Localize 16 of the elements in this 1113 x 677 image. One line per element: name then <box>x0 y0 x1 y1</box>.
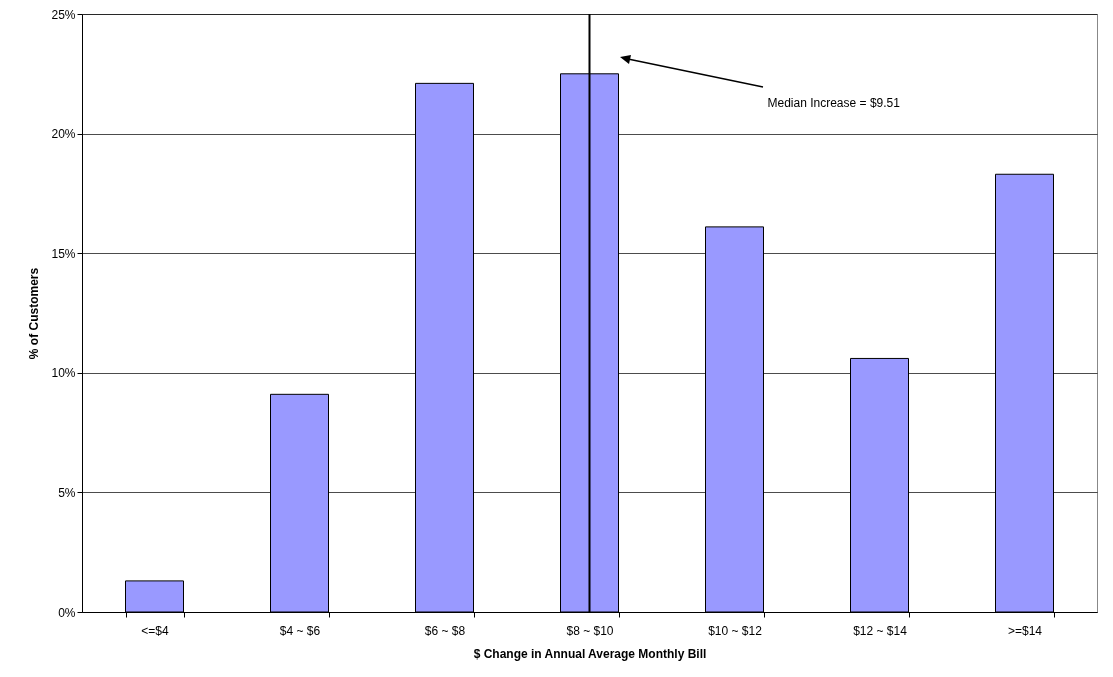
y-tick-label: 25% <box>51 7 76 22</box>
y-axis-title: % of Customers <box>27 267 42 360</box>
ref-line-label: Median Increase = $9.51 <box>767 96 901 110</box>
x-axis-title: $ Change in Annual Average Monthly Bill <box>473 646 707 661</box>
x-tick-label: $4 ~ $6 <box>279 623 321 638</box>
x-tick-label: $12 ~ $14 <box>853 623 908 638</box>
y-tick-label: 20% <box>51 127 76 142</box>
x-tick-label: $8 ~ $10 <box>566 623 614 638</box>
y-tick-label: 5% <box>58 485 76 500</box>
x-tick-label: $6 ~ $8 <box>424 623 466 638</box>
y-tick-label: 0% <box>58 605 76 620</box>
x-tick-label: >=$14 <box>1007 623 1043 638</box>
y-tick-label: 15% <box>51 246 76 261</box>
y-tick-label: 10% <box>51 366 76 381</box>
x-tick-label: $10 ~ $12 <box>708 623 763 638</box>
x-tick-label: <=$4 <box>141 623 169 638</box>
